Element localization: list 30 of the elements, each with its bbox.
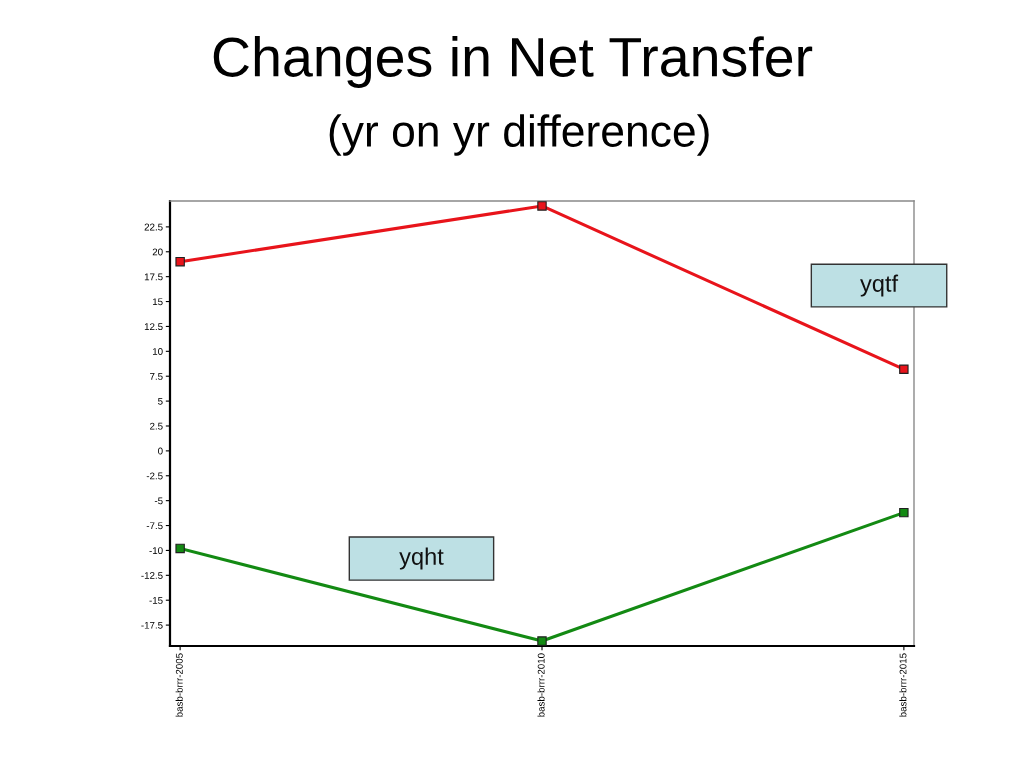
point — [175, 257, 185, 267]
y-tick-label: 20 — [152, 248, 163, 256]
y-tick-label: -7.5 — [146, 522, 163, 530]
chart-title: Changes in Net Transfer — [213, 36, 813, 88]
y-tick-label: 12.5 — [144, 323, 163, 331]
y-tick-label: -15 — [149, 597, 163, 604]
series-label: yqht — [399, 547, 444, 570]
y-tick-label: 17.5 — [144, 273, 163, 281]
point — [899, 507, 909, 518]
y-tick-label: 10 — [152, 348, 163, 355]
x-tick-label: basb-brrr-2015 — [899, 653, 907, 717]
y-tick-label: 15 — [152, 298, 163, 306]
y-tick-label: -10 — [149, 547, 163, 555]
chart-subtitle: (yr on yr difference) — [329, 114, 709, 156]
y-tick-label: 2.5 — [150, 422, 163, 430]
point — [899, 364, 909, 374]
y-tick-label: 7.5 — [150, 373, 163, 380]
y-tick-label: 0 — [158, 447, 163, 455]
point — [537, 636, 547, 646]
point — [175, 543, 185, 554]
text: yqtf — [860, 274, 899, 297]
y-tick-label: -17.5 — [141, 621, 163, 629]
point — [537, 201, 547, 211]
y-tick-label: -5 — [154, 497, 163, 505]
x-tick-label: basb-brrr-2010 — [537, 653, 545, 717]
y-tick-label: 22.5 — [144, 223, 163, 231]
x-tick-label: basb-brrr-2005 — [175, 653, 183, 717]
y-tick-label: -2.5 — [146, 472, 163, 480]
y-tick-label: 5 — [158, 397, 163, 405]
y-tick-label: -12.5 — [141, 572, 163, 579]
